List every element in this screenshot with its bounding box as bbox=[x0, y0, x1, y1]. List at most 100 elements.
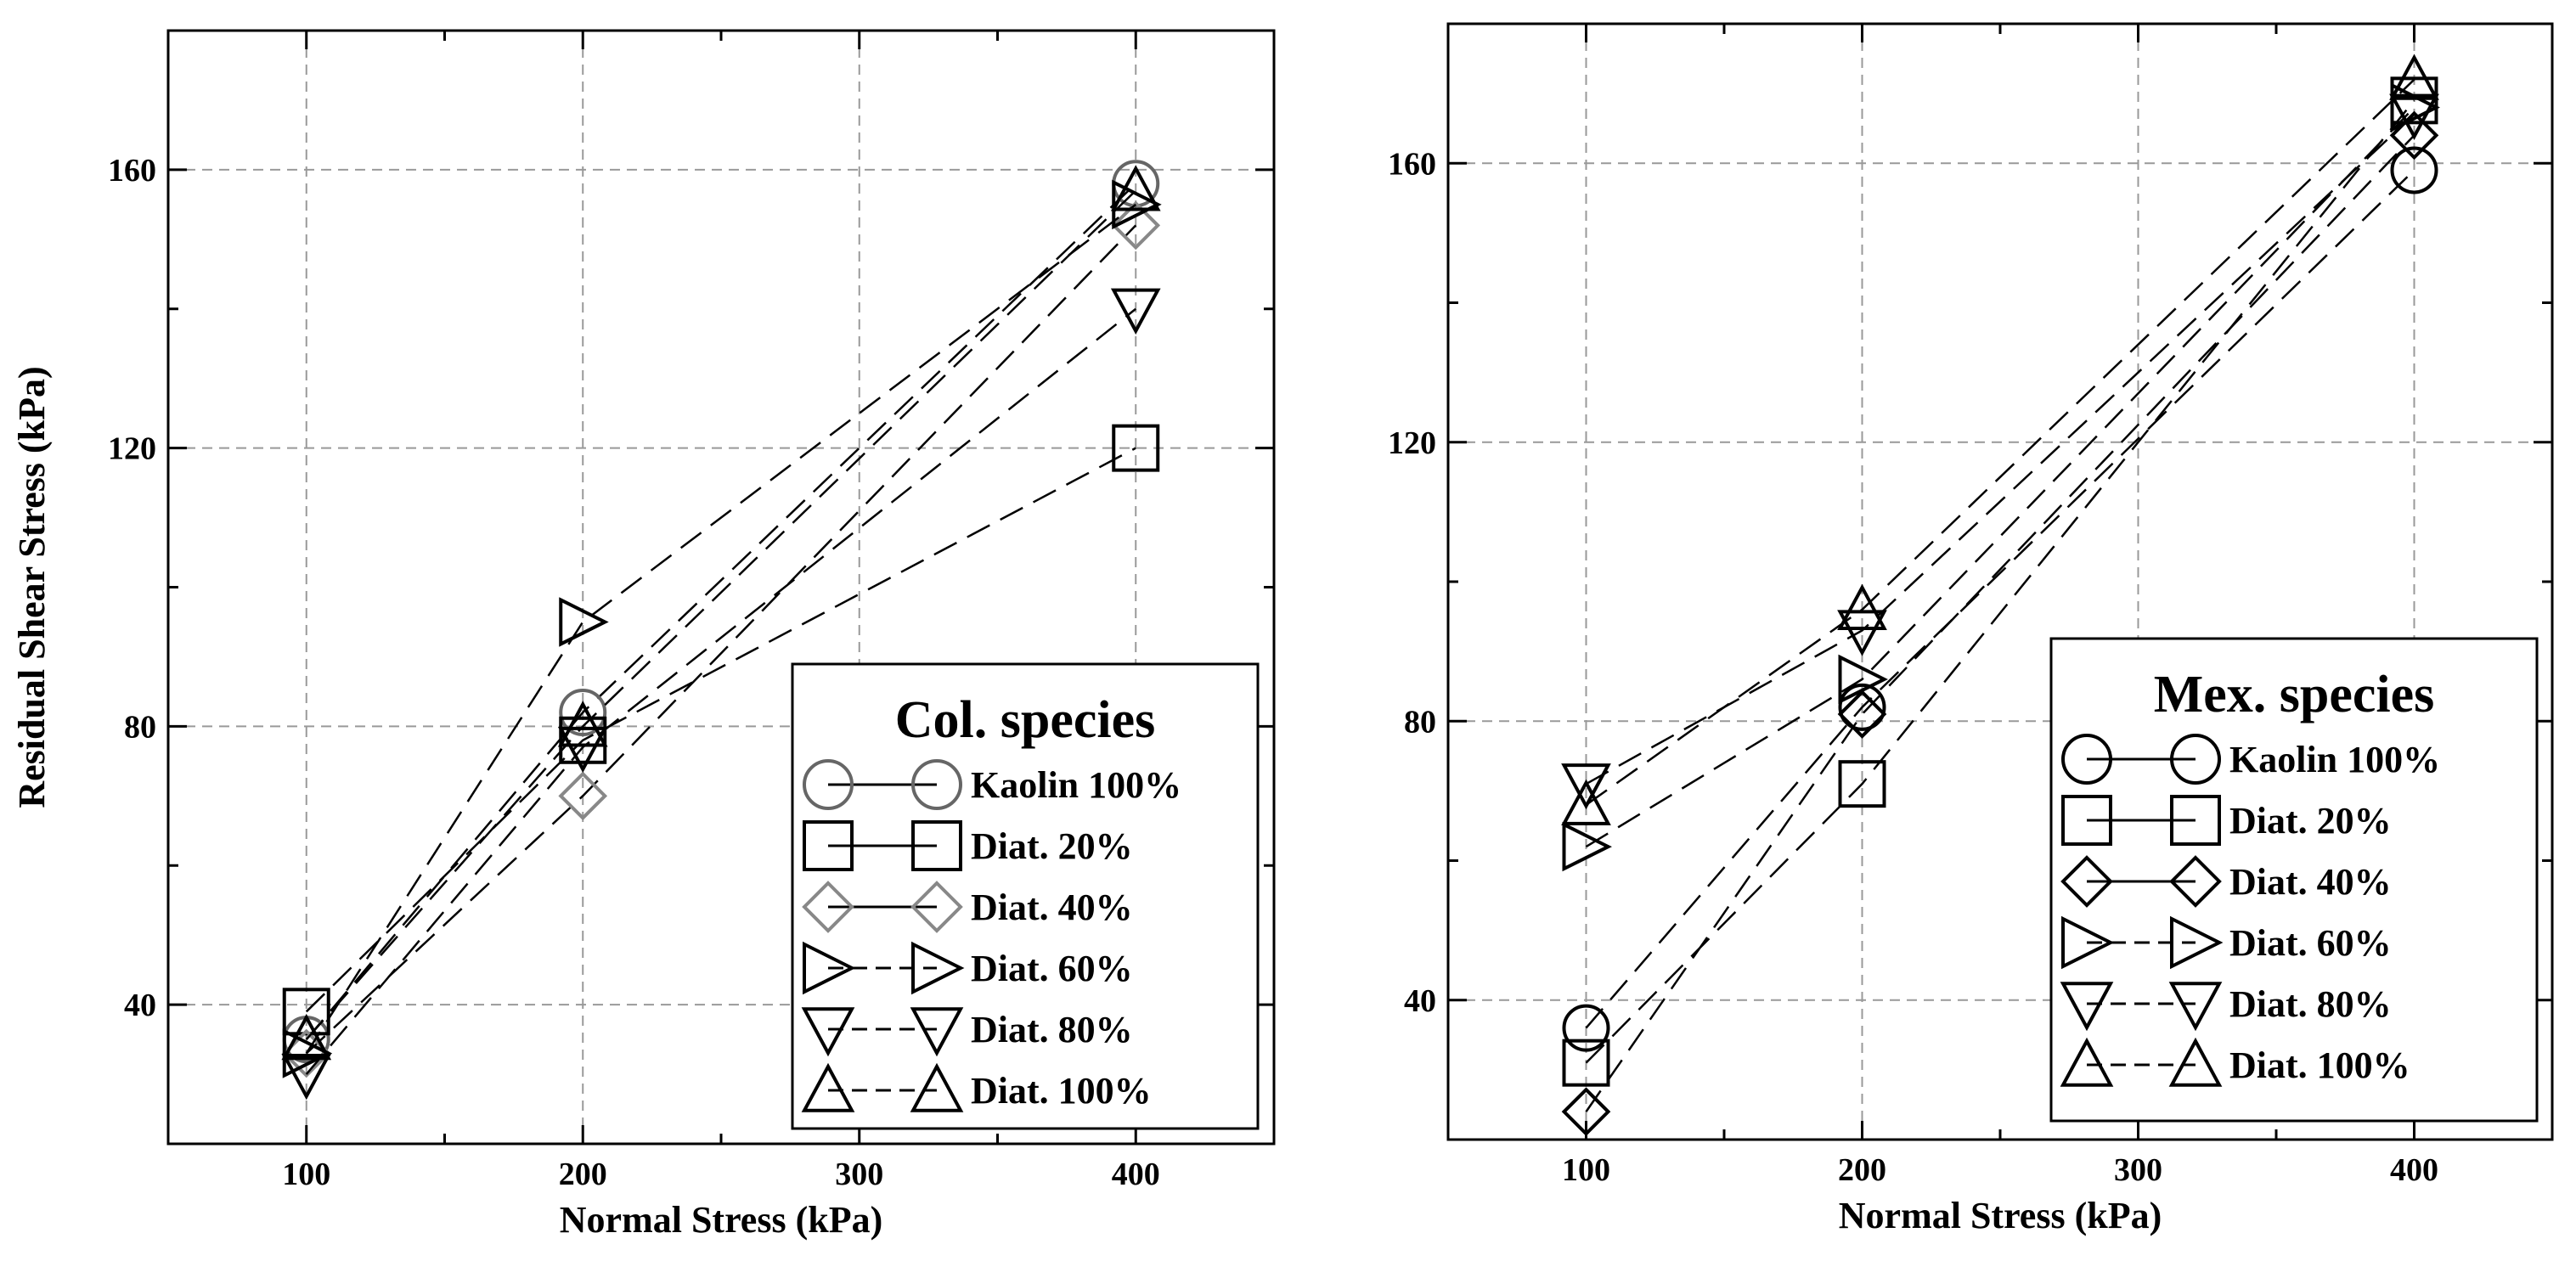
legend-label-diat-60: Diat. 60% bbox=[971, 948, 1133, 989]
series-line-diat-100 bbox=[1585, 78, 2415, 806]
y-tick-label: 120 bbox=[1388, 425, 1436, 461]
y-axis-title: Residual Shear Stress (kPa) bbox=[11, 366, 53, 808]
legend-title: Mex. species bbox=[2154, 666, 2435, 723]
y-tick-label: 40 bbox=[1404, 983, 1436, 1019]
data-point-diat-80 bbox=[1837, 610, 1887, 656]
data-point-diat-40 bbox=[1111, 200, 1161, 251]
data-point-diat-60 bbox=[1838, 654, 1888, 705]
data-point-diat-80 bbox=[557, 726, 608, 774]
legend-marker-diat-100 bbox=[801, 1062, 855, 1112]
legend-label-kaolin-100: Kaolin 100% bbox=[2229, 739, 2440, 780]
data-point-diat-20 bbox=[1838, 760, 1886, 808]
axis-ticks bbox=[166, 29, 1276, 1146]
series-line-diat-60 bbox=[305, 203, 1137, 1055]
legend-label-diat-60: Diat. 60% bbox=[2229, 922, 2392, 964]
data-point-diat-20 bbox=[282, 988, 330, 1036]
x-tick-label: 200 bbox=[1838, 1152, 1886, 1188]
x-tick-label: 100 bbox=[282, 1157, 330, 1192]
legend-marker-diat-20 bbox=[2170, 795, 2221, 846]
legend-marker-diat-40 bbox=[910, 881, 963, 933]
legend-label-diat-100: Diat. 100% bbox=[2229, 1044, 2410, 1086]
y-tick-label: 160 bbox=[108, 153, 156, 189]
data-point-diat-80 bbox=[281, 1053, 332, 1101]
legend-label-diat-20: Diat. 20% bbox=[971, 825, 1133, 867]
legend-marker-kaolin-100 bbox=[911, 759, 962, 810]
series-line-diat-40 bbox=[305, 224, 1137, 1055]
series-group bbox=[1561, 53, 2440, 1136]
data-point-diat-100 bbox=[1110, 165, 1161, 211]
series-group bbox=[281, 160, 1162, 1101]
data-point-diat-20 bbox=[1112, 424, 1160, 472]
legend-marker-diat-60 bbox=[2170, 915, 2224, 970]
data-point-diat-100 bbox=[281, 1013, 332, 1061]
legend-marker-kaolin-100 bbox=[803, 759, 854, 810]
legend-box bbox=[2049, 637, 2539, 1123]
y-tick-label: 80 bbox=[1404, 704, 1436, 740]
data-point-kaolin-100 bbox=[2390, 146, 2438, 194]
legend-title: Col. species bbox=[895, 691, 1156, 749]
legend-label-kaolin-100: Kaolin 100% bbox=[971, 764, 1181, 806]
x-axis-title: Normal Stress (kPa) bbox=[560, 1199, 882, 1241]
data-point-diat-60 bbox=[282, 1028, 333, 1078]
legend-marker-diat-60 bbox=[2061, 915, 2115, 970]
series-line-diat-20 bbox=[305, 447, 1136, 1013]
chart-left: 100 200 300 400 40 80 120 160 Normal Stress (kPa… bbox=[11, 29, 1276, 1241]
legend-marker-diat-20 bbox=[2061, 795, 2112, 846]
data-point-diat-80 bbox=[1110, 288, 1161, 335]
data-point-diat-40 bbox=[1837, 690, 1887, 739]
y-tick-label: 160 bbox=[1388, 146, 1436, 182]
legend-label-diat-40: Diat. 40% bbox=[971, 887, 1133, 928]
data-point-diat-60 bbox=[1112, 179, 1162, 230]
legend-box bbox=[791, 662, 1260, 1130]
series-line-diat-80 bbox=[305, 307, 1137, 1075]
chart-right: 100 200 300 400 40 80 120 160 Normal Stress (kPa… bbox=[1388, 22, 2554, 1236]
data-point-diat-100 bbox=[557, 701, 608, 747]
legend-marker-diat-80 bbox=[801, 1007, 855, 1057]
legend-label-diat-80: Diat. 80% bbox=[971, 1009, 1133, 1050]
data-point-diat-100 bbox=[1561, 779, 1611, 825]
data-point-diat-20 bbox=[1562, 1039, 1610, 1087]
data-point-kaolin-100 bbox=[1562, 1004, 1610, 1052]
data-point-diat-20 bbox=[559, 716, 607, 764]
data-point-diat-100 bbox=[1837, 583, 1887, 630]
data-point-kaolin-100 bbox=[559, 688, 607, 736]
y-tick-label: 80 bbox=[124, 709, 156, 745]
data-point-diat-80 bbox=[1561, 763, 1611, 810]
series-line-kaolin-100 bbox=[305, 183, 1137, 1040]
x-tick-label: 400 bbox=[1112, 1157, 1160, 1192]
x-axis-title: Normal Stress (kPa) bbox=[1839, 1195, 2162, 1236]
data-point-diat-60 bbox=[1562, 821, 1612, 872]
legend-label-diat-20: Diat. 20% bbox=[2229, 800, 2392, 842]
legend: Col. species Kaolin 100% Diat. 20% Diat. 40… bbox=[791, 662, 1260, 1130]
legend-marker-diat-60 bbox=[911, 941, 965, 995]
data-point-diat-80 bbox=[2389, 93, 2439, 140]
x-tick-label: 200 bbox=[559, 1157, 607, 1192]
legend-marker-diat-100 bbox=[2060, 1037, 2114, 1087]
x-tick-label: 300 bbox=[2114, 1152, 2162, 1188]
legend-marker-diat-100 bbox=[2168, 1037, 2223, 1087]
legend-marker-diat-40 bbox=[2060, 855, 2113, 908]
series-line-kaolin-100 bbox=[1585, 169, 2415, 1029]
legend-marker-diat-80 bbox=[2168, 982, 2223, 1032]
legend-marker-kaolin-100 bbox=[2061, 734, 2112, 785]
legend-label-diat-40: Diat. 40% bbox=[2229, 861, 2392, 903]
legend-marker-diat-80 bbox=[910, 1007, 964, 1057]
data-point-diat-60 bbox=[559, 597, 609, 647]
y-tick-label: 120 bbox=[108, 431, 156, 467]
data-point-kaolin-100 bbox=[1838, 683, 1886, 731]
legend-label-diat-100: Diat. 100% bbox=[971, 1070, 1152, 1112]
series-line-diat-80 bbox=[1585, 113, 2415, 785]
data-point-diat-100 bbox=[2389, 53, 2439, 100]
legend-marker-diat-40 bbox=[802, 881, 854, 933]
legend-label-diat-80: Diat. 80% bbox=[2229, 983, 2392, 1025]
x-tick-label: 400 bbox=[2390, 1152, 2438, 1188]
data-point-diat-40 bbox=[558, 771, 608, 821]
legend-marker-diat-20 bbox=[803, 820, 854, 871]
series-line-diat-60 bbox=[1585, 106, 2415, 848]
y-tick-label: 40 bbox=[124, 988, 156, 1023]
x-tick-label: 300 bbox=[835, 1157, 883, 1192]
legend-marker-diat-80 bbox=[2060, 982, 2114, 1032]
data-point-diat-40 bbox=[1561, 1087, 1611, 1136]
